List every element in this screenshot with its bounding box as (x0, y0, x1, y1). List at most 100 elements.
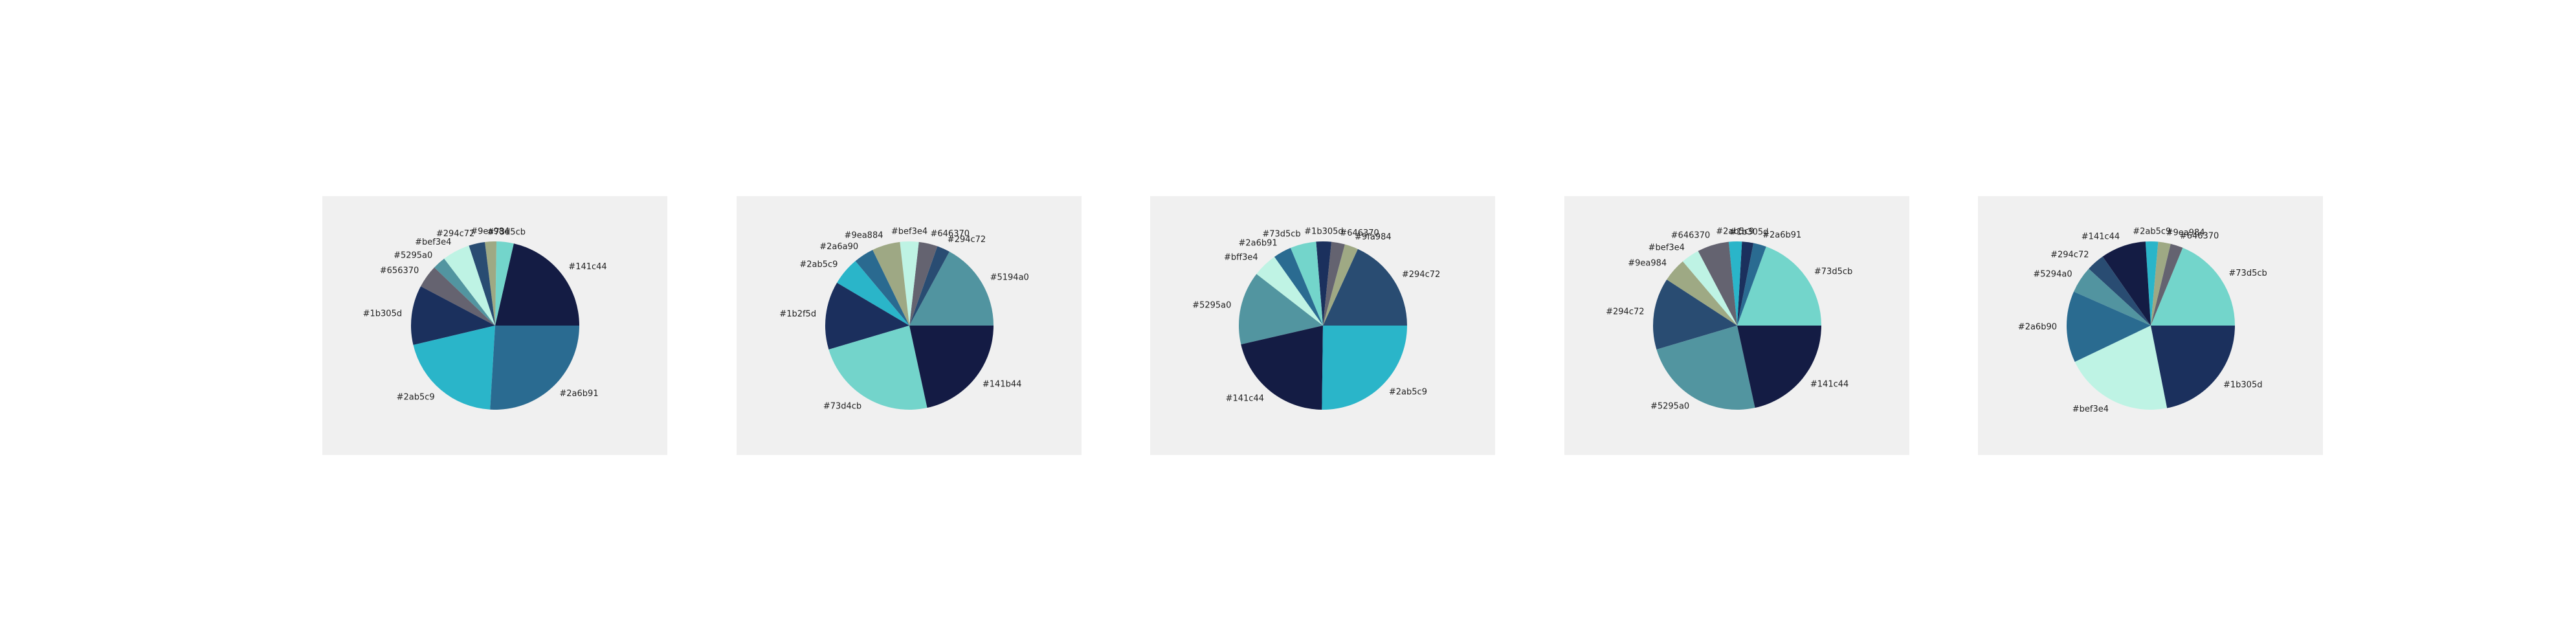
pie-slice (2151, 243, 2183, 326)
pie-slice-label: #2ab5c9 (397, 393, 435, 403)
pie-slice (2066, 291, 2151, 362)
pie-slice-label: #1b305d (363, 309, 402, 318)
pie-slice (2145, 241, 2159, 326)
pie-slice (825, 282, 909, 350)
pie-chart-1: #141c44 #73d5cb#9ea984#294c72#bef3e4 #5295… (363, 227, 607, 410)
pie-slice-label: #9ea984 (1628, 259, 1667, 269)
pie-slice (2102, 241, 2151, 326)
pie-slice (413, 326, 495, 410)
pie-slice (1656, 326, 1755, 410)
pie-chart-3: #294c72 #9fa984#646370#1b305d #73d5cb#2a6b… (1192, 227, 1440, 410)
pie-slice (909, 241, 938, 326)
pie-slice (837, 261, 909, 326)
pie-chart-panel-3: #294c72 #9fa984 #646370 #1b305d #73d5cb #2a6b… (1150, 196, 1495, 455)
pie-slice-label: #141b44 (983, 380, 1022, 390)
pie-slice (2151, 241, 2171, 326)
pie-chart-panel-4: #73d5cb #2a6b91 #1b305d #2ab5c9 #646370 #bef3… (1564, 196, 1909, 455)
pie-slice (1290, 241, 1323, 326)
pie-slice (909, 246, 949, 326)
pie-slice-label: #bef3e4 (891, 227, 927, 237)
pie-slice (1241, 326, 1323, 410)
pie-slice-label: #656370 (380, 266, 419, 276)
pie-slice-label: #294c72 (1606, 307, 1644, 317)
pie-slice (1652, 279, 1737, 350)
pie-slice (2074, 326, 2168, 410)
pie-slice-label: #2a6a90 (819, 242, 858, 252)
pie-slice-label: #2a6b91 (1238, 239, 1277, 249)
pie-slice-label: #2a6b90 (2018, 322, 2057, 332)
pie-slice-label: #73d5cb (487, 228, 526, 238)
pie-slice (872, 241, 909, 326)
pie-slice-label: #bef3e4 (415, 238, 451, 247)
pie-slice-label: #bff3e4 (1224, 253, 1258, 263)
pie-slice (1256, 256, 1323, 326)
pie-slice (1698, 241, 1737, 326)
pie-chart-2: #5194a0 #294c72#646370 #bef3e4 #9ea884 #2a6a… (779, 227, 1029, 412)
pie-slice-label: #141c44 (568, 262, 606, 272)
pie-slice-label: #9fa984 (1355, 232, 1392, 242)
pie-slice-label: #9ea984 (2166, 228, 2205, 238)
pie-slice (1667, 261, 1737, 326)
pie-slice-label: #1b305d (1729, 228, 1768, 238)
pie-slice (1737, 243, 1766, 326)
pie-slice (900, 241, 919, 326)
pie-slice-label: #73d4cb (823, 401, 861, 411)
pie-slice (444, 245, 495, 326)
pie-slice-label: #5295a0 (1650, 401, 1689, 411)
pie-slice (1737, 326, 1821, 408)
pie-slice (1323, 244, 1358, 326)
pie-slice (828, 326, 927, 410)
pie-slice-label: #294c72 (2050, 250, 2089, 260)
pie-slice (2151, 247, 2235, 326)
pie-slice (1316, 241, 1332, 326)
pie-slice-label: #141c44 (2082, 232, 2120, 242)
pie-slice-label: #294c72 (436, 229, 474, 239)
pie-slice (490, 326, 579, 410)
pie-chart-panel-5: #73d5cb #646370 #9ea984 #2ab5c9 #141c44 #294c… (1978, 196, 2323, 455)
pie-slice-label: #2ab5c9 (1389, 388, 1427, 397)
pie-slice (909, 251, 994, 326)
pie-slice-label: #73d5cb (1814, 267, 1852, 277)
pie-slice-label: #bef3e4 (2072, 405, 2109, 414)
pie-slice (2089, 256, 2151, 326)
pie-slice-label: #73d5cb (2228, 269, 2267, 278)
pie-slice-label: #bef3e4 (1649, 243, 1685, 252)
pie-slice (469, 241, 495, 326)
pie-slice (1322, 326, 1407, 410)
pie-slice-label: #141c44 (1810, 380, 1849, 390)
pie-slice-label: #5295a0 (1192, 300, 1231, 310)
pie-slice (1728, 241, 1742, 326)
pie-slice-label: #646370 (1671, 231, 1711, 241)
pie-slice-label: #2a6b91 (1762, 230, 1801, 240)
pie-slice (1737, 241, 1754, 326)
pie-slice-label: #73d5cb (1262, 230, 1300, 239)
pie-slice (2074, 269, 2151, 326)
pie-chart-4: #73d5cb #2a6b91#1b305d#2ab5c9 #646370 #bef3… (1606, 227, 1852, 412)
pie-slice-label: #5194a0 (990, 272, 1029, 282)
pie-slice (495, 241, 514, 326)
pie-slice (1323, 249, 1407, 326)
pie-slice (909, 326, 994, 408)
pie-slice-label: #646370 (1340, 228, 1379, 238)
pie-slice (410, 286, 495, 346)
pie-slice-label: #2ab5c9 (799, 260, 838, 270)
pie-slice-label: #294c72 (948, 235, 986, 245)
pie-slice (485, 241, 497, 326)
pie-slice-label: #5295a0 (394, 251, 432, 261)
pie-slice-label: #9ea984 (471, 227, 509, 237)
pie-slice-label: #2ab5c9 (1716, 227, 1754, 237)
pie-slice (420, 267, 495, 326)
pie-slice (1682, 250, 1737, 326)
pie-slice-label: #646370 (931, 229, 970, 239)
pie-slice-label: #2ab5c9 (2133, 227, 2171, 237)
pie-slice-label: #1b305d (2223, 381, 2262, 390)
pie-slice-label: #9ea884 (845, 230, 883, 240)
pie-slice (1238, 274, 1323, 345)
pie-slice (1274, 248, 1323, 326)
pie-slice-label: #1b305d (1304, 227, 1343, 237)
pie-slice-label: #294c72 (1402, 270, 1440, 280)
pie-slice (2151, 326, 2235, 408)
pie-slice (434, 258, 495, 326)
pie-slice-label: #5294a0 (2033, 269, 2072, 279)
pie-slice-label: #2a6b91 (559, 389, 598, 399)
